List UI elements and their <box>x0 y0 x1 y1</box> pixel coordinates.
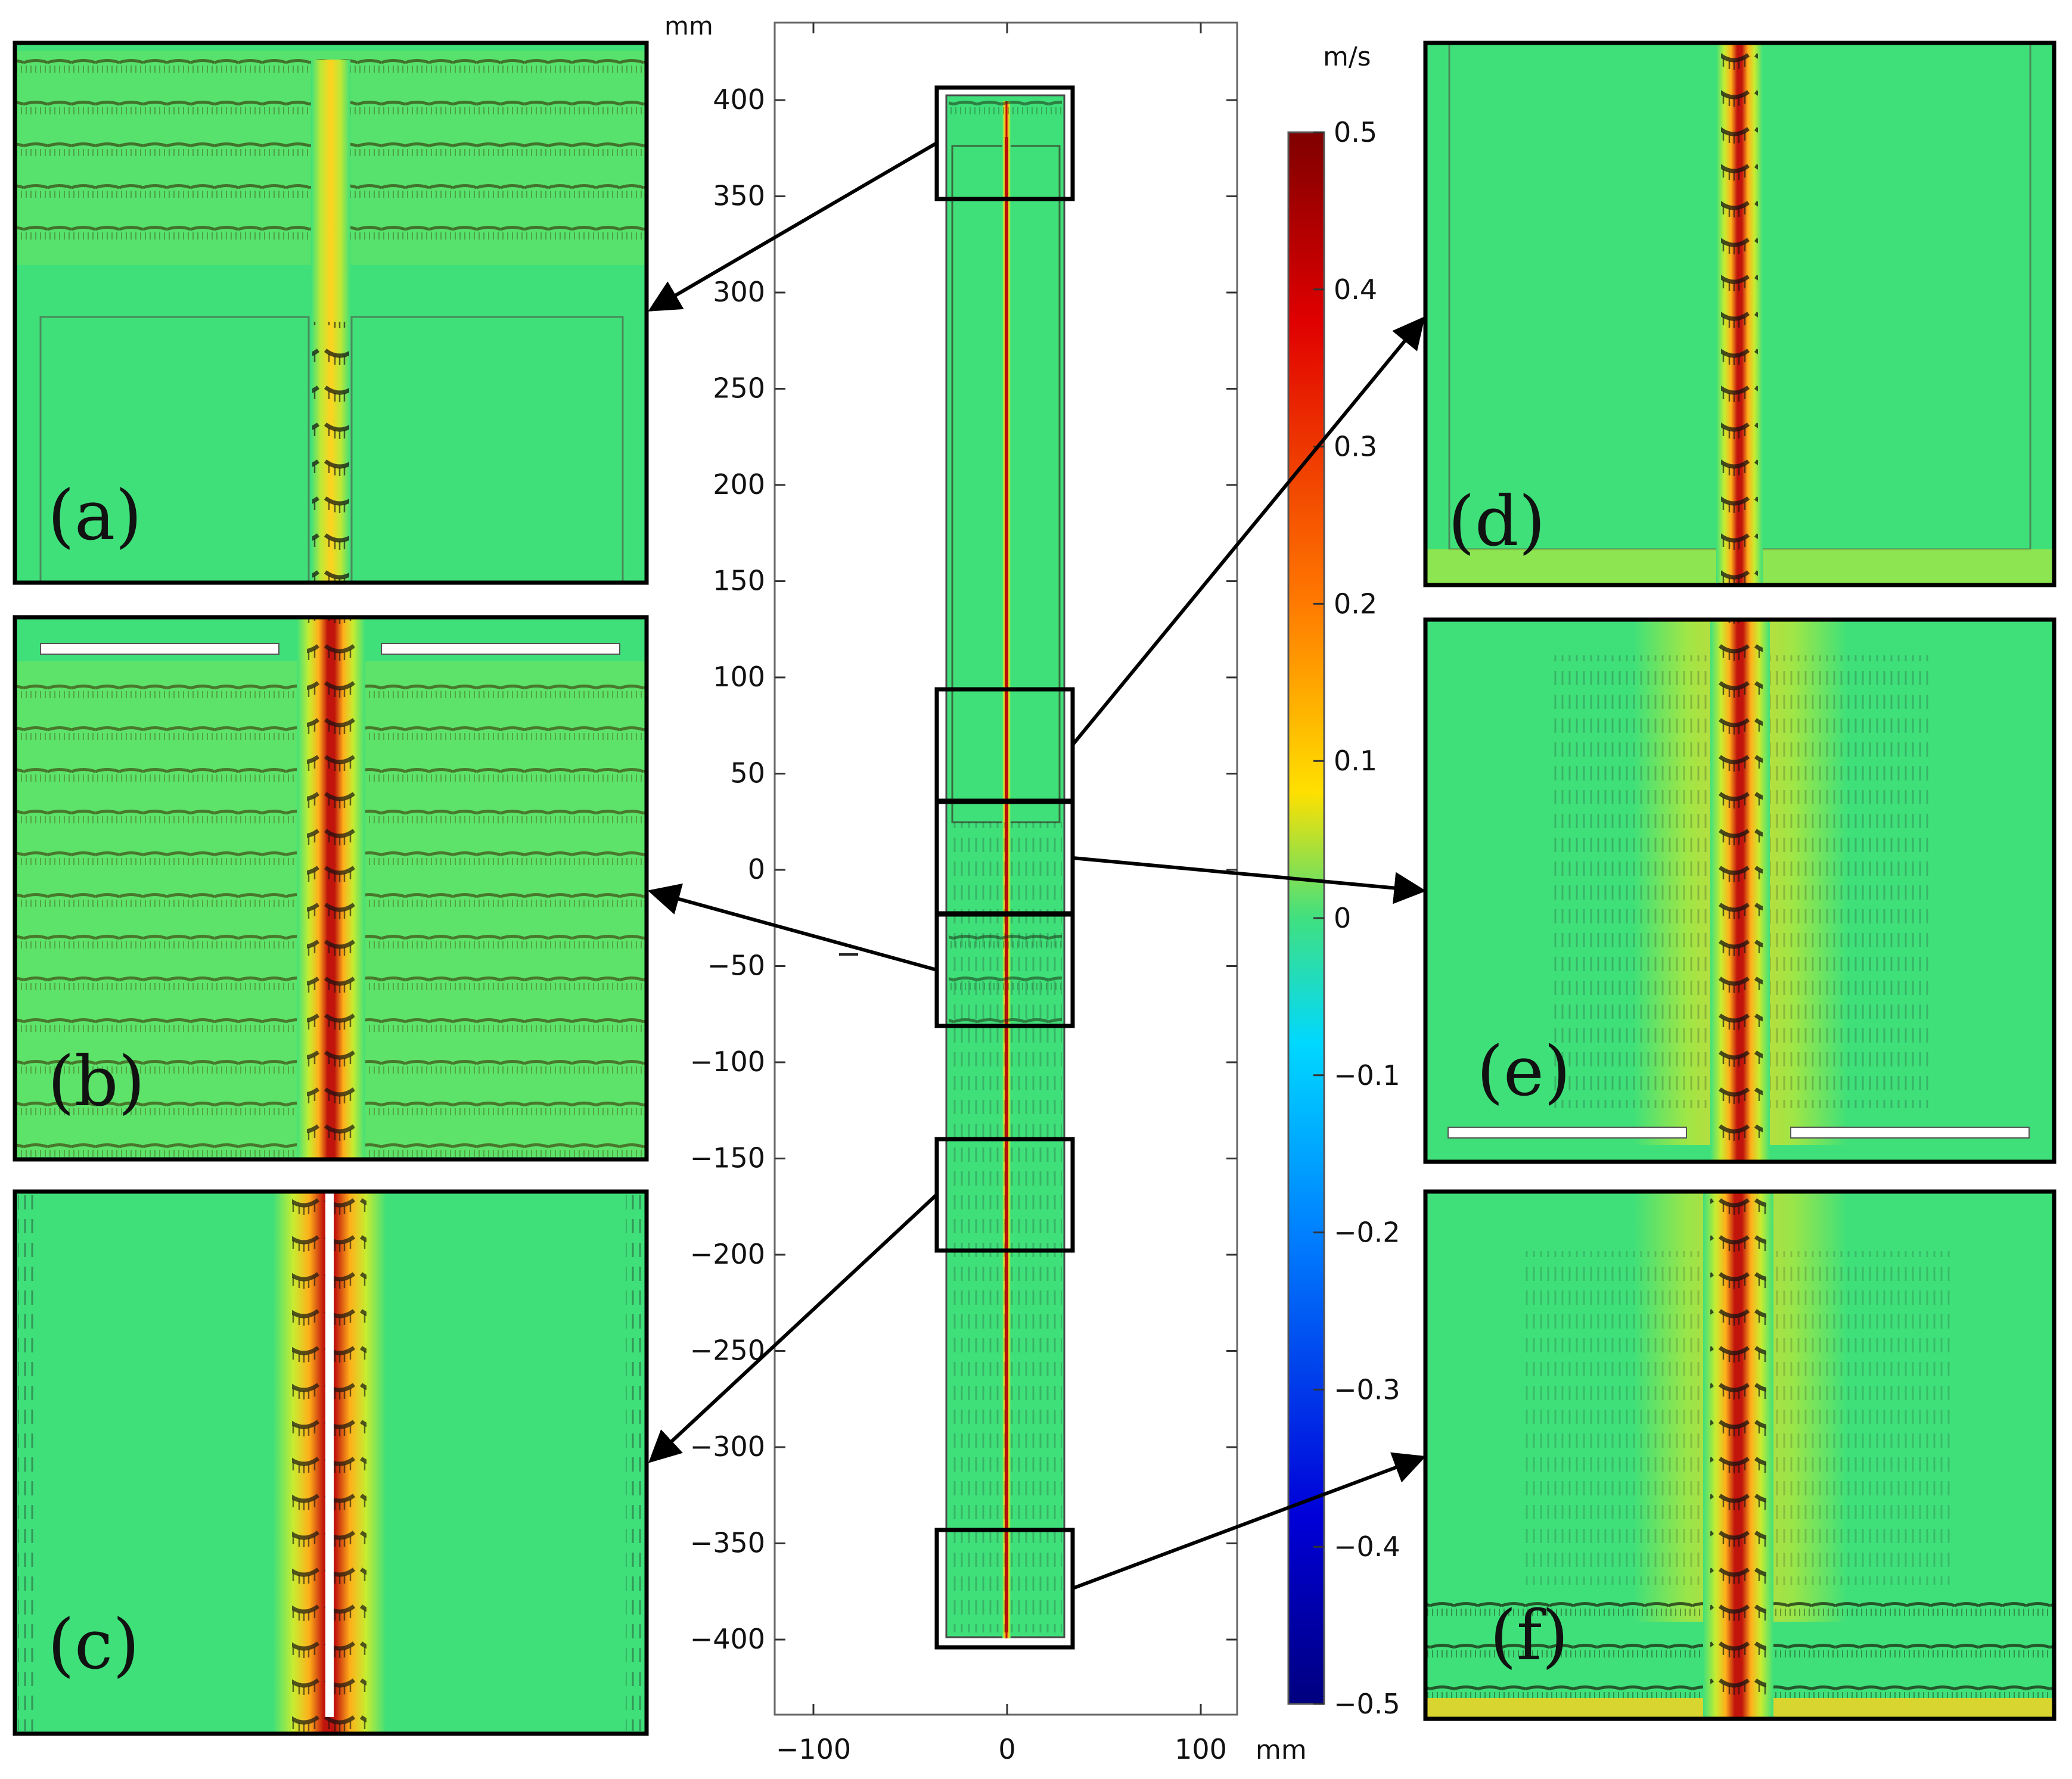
colorbar-tick-label: −0.5 <box>1334 1688 1400 1720</box>
y-tick-label: 0 <box>748 853 765 885</box>
panel-a-frame[interactable] <box>13 41 649 585</box>
top-swirl-zone <box>949 97 1062 136</box>
y-tick-label: −250 <box>690 1335 765 1367</box>
panel-c-edge-texture-left <box>18 1195 36 1731</box>
y-tick-label: −300 <box>690 1430 765 1463</box>
panel-d-jet-chevrons <box>1721 44 1758 584</box>
panel-b: (b) <box>13 615 649 1162</box>
x-axis-unit: mm <box>1256 1735 1307 1765</box>
y-tick-label: 350 <box>713 180 765 212</box>
panel-e-label: (e) <box>1477 1032 1571 1112</box>
colorbar-unit: m/s <box>1323 42 1371 72</box>
colorbar-tick-label: 0.3 <box>1334 431 1377 463</box>
colorbar-tick-label: −0.2 <box>1334 1217 1400 1249</box>
x-tick-label: −100 <box>776 1733 851 1765</box>
panel-a-jet-chevrons <box>312 322 349 583</box>
colorbar-tick-label: 0.2 <box>1334 587 1377 620</box>
y-tick-label: 200 <box>713 468 765 500</box>
panel-c-frame[interactable] <box>13 1189 649 1736</box>
colorbar-tick-label: 0.1 <box>1334 745 1377 777</box>
y-axis-ticks: 400 350 300 250 200 150 100 50 0 −50 −100 −150 −200 −… <box>690 83 1237 1655</box>
y-axis-unit: mm <box>664 11 713 41</box>
colorbar-tick-label: −0.3 <box>1334 1373 1400 1405</box>
arrow-to-panel-d <box>1071 316 1425 746</box>
panel-c-center-rod <box>325 1193 334 1717</box>
panel-f-jet-chevrons <box>1710 1193 1766 1705</box>
colorbar-tick-label: −0.4 <box>1334 1531 1400 1563</box>
panel-c-label: (c) <box>48 1605 139 1685</box>
panel-b-label: (b) <box>48 1042 145 1122</box>
callout-arrows <box>647 141 1427 1590</box>
y-tick-label: 50 <box>730 757 765 789</box>
x-axis-ticks: −100 0 100 <box>776 23 1227 1765</box>
arrow-to-panel-a <box>648 141 938 312</box>
panel-d-label: (d) <box>1448 482 1545 562</box>
arrow-to-panel-e <box>1072 856 1427 904</box>
y-tick-label: −100 <box>690 1046 765 1078</box>
arrow-to-panel-b <box>647 883 937 972</box>
zoom-box-f[interactable] <box>934 1528 1075 1650</box>
mid-swirl-zone <box>949 918 1062 1025</box>
panel-a: (a) <box>13 41 649 585</box>
panel-e: (e) <box>1423 617 2057 1164</box>
y-tick-label: −200 <box>690 1238 765 1270</box>
panel-e-jet-chevrons <box>1717 621 1763 1161</box>
panel-a-left-block <box>39 316 310 583</box>
panel-b-right-plate <box>381 643 620 655</box>
zoom-box-b[interactable] <box>934 912 1075 1028</box>
panel-c: (c) <box>13 1189 649 1736</box>
y-tick-label: 250 <box>713 372 765 405</box>
colorbar-tick-label: −0.1 <box>1334 1059 1400 1091</box>
colorbar: m/s 0.5 0.4 0.3 0.2 0.1 0 −0.1 −0.2 −0.3 −0.4 −0.5 <box>1287 42 1400 1720</box>
y-tick-label: −400 <box>690 1623 765 1655</box>
y-tick-label: −50 <box>707 950 765 982</box>
panel-a-right-block <box>350 316 624 583</box>
colorbar-tick-label: 0.4 <box>1334 273 1377 306</box>
y-tick-label: 100 <box>713 661 765 693</box>
arrow-to-panel-c <box>648 1193 939 1463</box>
y-tick-label: −150 <box>690 1142 765 1174</box>
x-tick-label: 100 <box>1175 1733 1227 1765</box>
center-plot: mm 400 350 300 250 200 150 100 50 0 −50 −100 −150 −2… <box>664 11 1307 1765</box>
panel-e-right-plate <box>1790 1127 2030 1139</box>
y-tick-label: 400 <box>713 83 765 116</box>
panel-d: (d) <box>1423 41 2057 587</box>
panel-e-left-plate <box>1447 1127 1687 1139</box>
panel-b-left-plate <box>40 643 279 655</box>
panel-b-frame[interactable] <box>13 615 649 1162</box>
colorbar-tick-label: 0.5 <box>1334 116 1377 148</box>
panel-a-label: (a) <box>48 476 142 556</box>
colorbar-ticks: 0.5 0.4 0.3 0.2 0.1 0 −0.1 −0.2 −0.3 −0.4 −0.5 <box>1313 116 1400 1720</box>
y-tick-label: 150 <box>713 565 765 597</box>
panel-d-frame[interactable] <box>1423 41 2057 587</box>
y-tick-label: 300 <box>713 276 765 308</box>
arrow-to-panel-f <box>1071 1452 1427 1590</box>
colorbar-tick-label: 0 <box>1334 902 1351 934</box>
panel-f: (f) <box>1423 1189 2057 1721</box>
y-tick-label: −350 <box>690 1527 765 1559</box>
panel-c-edge-texture-right <box>626 1195 644 1731</box>
x-tick-label: 0 <box>998 1733 1015 1765</box>
panel-b-jet-chevrons <box>307 618 355 1158</box>
panel-f-label: (f) <box>1490 1596 1568 1676</box>
